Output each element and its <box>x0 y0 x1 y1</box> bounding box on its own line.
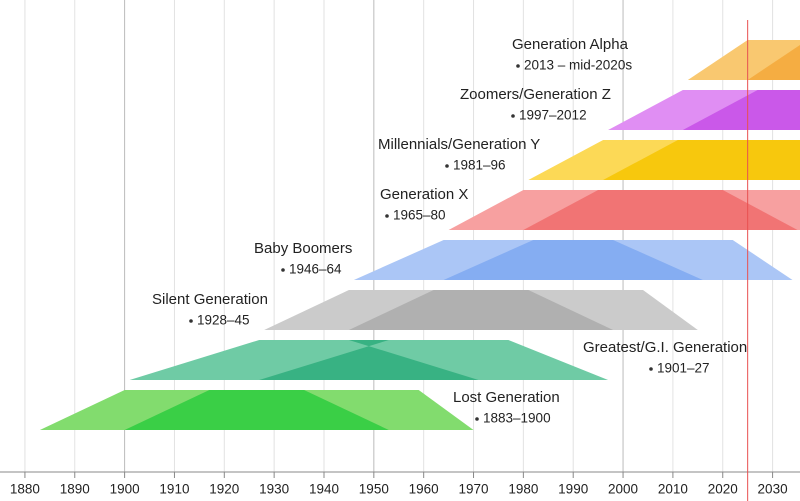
x-tick-label: 1970 <box>458 482 488 497</box>
generation-name: Greatest/G.I. Generation <box>583 339 747 356</box>
x-tick-label: 1940 <box>309 482 339 497</box>
x-tick-label: 1930 <box>259 482 289 497</box>
generation-range: 1946–64 <box>289 262 342 277</box>
x-tick-label: 2020 <box>708 482 738 497</box>
x-tick-label: 2000 <box>608 482 638 497</box>
generation-core <box>523 190 798 230</box>
x-tick-label: 1910 <box>159 482 189 497</box>
generation-core <box>682 90 800 130</box>
generation-range: 2013 – mid-2020s <box>524 58 632 73</box>
bullet <box>385 214 389 218</box>
generation-name: Generation Alpha <box>512 36 629 53</box>
generation-name: Baby Boomers <box>254 240 352 257</box>
generation-core <box>443 240 703 280</box>
x-tick-label: 1880 <box>10 482 40 497</box>
x-tick-label: 1950 <box>359 482 389 497</box>
generation-core <box>348 290 614 330</box>
bullet <box>649 367 653 371</box>
generation-name: Millennials/Generation Y <box>378 136 540 153</box>
x-tick-label: 1890 <box>60 482 90 497</box>
x-tick-label: 1920 <box>209 482 239 497</box>
bullet <box>475 417 479 421</box>
bullet <box>445 164 449 168</box>
generation-range: 1965–80 <box>393 208 446 223</box>
bullet <box>189 319 193 323</box>
generation-range: 1901–27 <box>657 361 710 376</box>
x-tick-label: 2010 <box>658 482 688 497</box>
generation-range: 1883–1900 <box>483 411 551 426</box>
x-tick-label: 1900 <box>110 482 140 497</box>
x-tick-label: 1960 <box>409 482 439 497</box>
x-tick-label: 2030 <box>758 482 788 497</box>
generation-range: 1997–2012 <box>519 108 587 123</box>
generation-name: Generation X <box>380 186 468 203</box>
bullet <box>511 114 515 118</box>
generation-core <box>259 340 479 380</box>
generation-name: Zoomers/Generation Z <box>460 86 611 103</box>
generation-range: 1981–96 <box>453 158 506 173</box>
generation-name: Lost Generation <box>453 389 560 406</box>
generation-core <box>124 390 389 430</box>
bullet <box>516 64 520 68</box>
bullet <box>281 268 285 272</box>
generation-name: Silent Generation <box>152 291 268 308</box>
generation-core <box>603 140 800 180</box>
generation-core <box>747 44 800 80</box>
x-tick-label: 1980 <box>508 482 538 497</box>
x-tick-label: 1990 <box>558 482 588 497</box>
generation-range: 1928–45 <box>197 313 250 328</box>
